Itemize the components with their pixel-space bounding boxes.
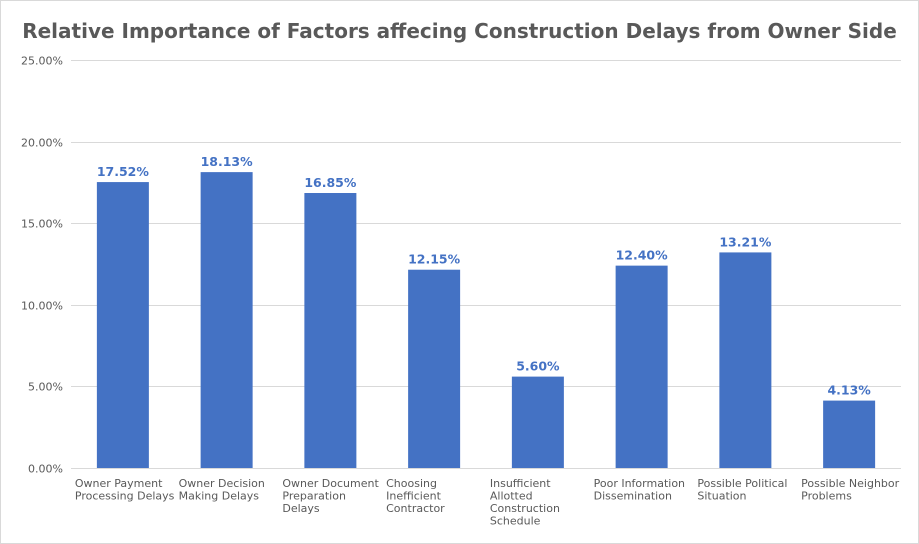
gridlines <box>71 60 901 469</box>
bar <box>615 265 668 468</box>
x-category-label: Possible Political Situation <box>697 477 787 503</box>
bar <box>200 172 253 468</box>
y-tick-label: 10.00% <box>21 300 63 313</box>
bar <box>96 182 149 468</box>
chart-title: Relative Importance of Factors affecing … <box>22 19 897 43</box>
y-axis-ticks: 0.00% 5.00% 10.00% 15.00% 20.00% 25.00% <box>21 55 63 476</box>
data-label: 4.13% <box>827 383 871 398</box>
bar <box>823 400 876 468</box>
y-tick-label: 20.00% <box>21 137 63 150</box>
x-category-label: Choosing Inefficient Contractor <box>386 477 445 515</box>
bar <box>511 376 564 468</box>
data-label: 5.60% <box>516 359 560 374</box>
bar <box>719 252 772 468</box>
x-category-label: Insufficient Allotted Construction Schedule <box>490 477 560 528</box>
y-tick-label: 5.00% <box>28 381 63 394</box>
bar <box>304 193 357 468</box>
data-label: 12.40% <box>616 248 669 263</box>
data-label: 16.85% <box>304 175 357 190</box>
y-tick-label: 25.00% <box>21 55 63 68</box>
data-labels: 17.52% 18.13% 16.85% 12.15% 5.60% 12.40% 13.21… <box>97 154 871 397</box>
data-label: 18.13% <box>201 154 254 169</box>
x-category-label: Owner Payment Processing Delays <box>75 477 175 503</box>
y-tick-label: 0.00% <box>28 463 63 476</box>
x-category-label: Owner Decision Making Delays <box>179 477 265 503</box>
x-category-label: Owner Document Preparation Delays <box>282 477 379 515</box>
bar <box>408 269 461 468</box>
x-category-label: Possible Neighbor Problems <box>801 477 900 503</box>
bars <box>96 172 876 468</box>
y-tick-label: 15.00% <box>21 218 63 231</box>
data-label: 17.52% <box>97 164 150 179</box>
data-label: 12.15% <box>408 252 461 267</box>
x-category-label: Poor Information Dissemination <box>594 477 685 503</box>
data-label: 13.21% <box>719 234 772 249</box>
